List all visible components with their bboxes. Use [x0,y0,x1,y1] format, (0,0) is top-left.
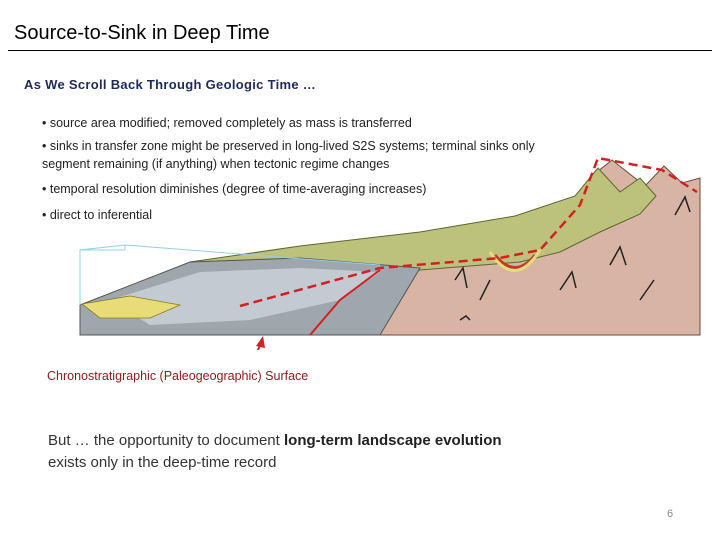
wireframe-box [79,244,381,305]
geologic-diagram [79,156,701,350]
bullet: • direct to inferential [42,208,152,222]
title-rule [8,50,712,51]
fold [493,254,537,269]
bullet: • source area modified; removed complete… [42,116,412,130]
figure-caption: Chronostratigraphic (Paleogeographic) Su… [47,369,309,383]
conclusion: But … the opportunity to document long-t… [48,430,508,474]
basement-marks [454,195,691,321]
bullet: • sinks in transfer zone might be preser… [42,139,535,171]
deposit [81,295,182,319]
surface-solid [309,269,381,336]
conclusion-part: But … the opportunity to document [48,432,284,449]
arrow-shaft [256,342,262,350]
surface-dashed [239,156,698,308]
arrow-head [256,336,265,348]
slide-title: Source-to-Sink in Deep Time [14,22,270,44]
subtitle: As We Scroll Back Through Geologic Time … [24,77,317,92]
page-number: 6 [667,508,674,520]
conclusion-part: exists only in the deep-time record [48,454,277,471]
conclusion-part: long-term landscape evolution [283,432,502,449]
strata-light [110,268,380,325]
bullet: • temporal resolution diminishes (degree… [42,182,427,196]
